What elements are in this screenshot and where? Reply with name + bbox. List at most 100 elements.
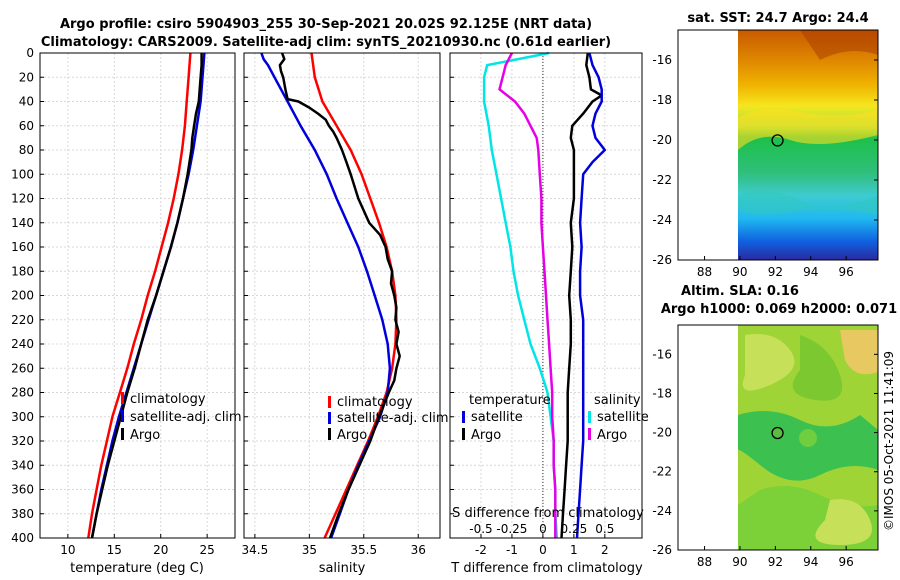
tick-label-depth: 220 (11, 313, 34, 327)
series-line-temperature-argo (560, 52, 603, 539)
sla-patch-3 (840, 330, 878, 375)
sla-patch-1 (742, 334, 795, 391)
sst-axes-frame (677, 29, 879, 261)
sst-color-field (738, 30, 878, 260)
legend-label-argo: Argo (337, 428, 367, 443)
tick-label-depth: 0 (26, 46, 34, 60)
difference-xlabel: T difference from climatology (450, 561, 643, 576)
sst-warm-patch (738, 109, 878, 150)
tick-label-x: 2 (601, 543, 609, 557)
difference-panel: -2 -1 0 1 2 T difference from climatology S … (449, 51, 649, 576)
map-tick-label-lat: -20 (652, 133, 672, 147)
tick-label-salinity-diff: 0 (539, 522, 547, 536)
legend-label-s-satellite: satellite (597, 410, 649, 425)
sla-field (738, 325, 878, 550)
tick-label-salinity-diff: -0.25 (496, 522, 527, 536)
tick-label-x: -1 (506, 543, 518, 557)
sst-map-panel: sat. SST: 24.7 Argo: 24.4 88 90 92 94 96 -26 -… (652, 11, 879, 279)
salinity-legend: climatology satellite-adj. clim Argo (328, 395, 449, 443)
tick-label-salinity-diff: 0.5 (595, 522, 614, 536)
sla-map-panel: Altim. SLA: 0.16 Argo h1000: 0.069 h2000… (652, 284, 897, 569)
legend-label-satellite: satellite-adj. clim (337, 411, 449, 426)
tick-label-depth: 140 (11, 216, 34, 230)
series-line-salinity-satellite (575, 52, 607, 539)
map-tick-label-lat: -18 (652, 93, 672, 107)
salinity-panel: 34.5 35 35.5 36 salinity climatology satell… (242, 52, 449, 576)
legend-swatch-climatology (121, 392, 124, 404)
legend-label-argo: Argo (130, 428, 160, 443)
difference-legend-right: salinity satellite Argo (588, 393, 649, 443)
map-tick-label-lon: 88 (697, 555, 712, 569)
sla-patch-5 (799, 429, 817, 447)
legend-label-temperature: temperature (469, 393, 551, 408)
tick-label-x: 1 (570, 543, 578, 557)
legend-label-t-argo: Argo (471, 428, 501, 443)
map-tick-label-lon: 92 (768, 265, 783, 279)
legend-swatch-climatology (328, 396, 331, 408)
map-tick-label-lat: -24 (652, 504, 672, 518)
map-tick-label-lat: -20 (652, 426, 672, 440)
tick-label-depth: 180 (11, 264, 34, 278)
tick-label-depth: 340 (11, 458, 34, 472)
legend-label-salinity: salinity (594, 393, 641, 408)
tick-label-x: 20 (153, 543, 168, 557)
map-tick-label-lon: 90 (732, 555, 747, 569)
sla-map-subtitle: Argo h1000: 0.069 h2000: 0.071 (661, 302, 897, 317)
sst-cool-patch (738, 191, 878, 215)
map-tick-label-lon: 90 (732, 265, 747, 279)
map-tick-label-lon: 92 (768, 555, 783, 569)
legend-swatch-s-satellite (588, 411, 591, 423)
tick-label-x: 0 (539, 543, 547, 557)
map-tick-label-lat: -16 (652, 53, 672, 67)
tick-label-x: 35 (302, 543, 317, 557)
map-tick-label-lon: 94 (803, 555, 818, 569)
figure-title-line-1: Argo profile: csiro 5904903_255 30-Sep-2… (60, 17, 592, 32)
tick-label-salinity-diff: -0.5 (469, 522, 492, 536)
legend-label-s-argo: Argo (597, 428, 627, 443)
map-tick-label-lat: -22 (652, 173, 672, 187)
salinity-xlabel: salinity (319, 561, 366, 576)
map-tick-label-lat: -26 (652, 253, 672, 267)
tick-label-depth: 120 (11, 192, 34, 206)
tick-label-depth: 400 (11, 531, 34, 545)
tick-label-depth: 360 (11, 483, 34, 497)
tick-label-depth: 160 (11, 240, 34, 254)
tick-label-x: 15 (107, 543, 122, 557)
tick-label-depth: 240 (11, 337, 34, 351)
temperature-panel: 0 20 40 60 80 100 120 140 160 180 200 220 240 260 280 3… (11, 46, 242, 576)
map-tick-label-lat: -16 (652, 347, 672, 361)
legend-swatch-argo (328, 428, 331, 440)
legend-label-climatology: climatology (130, 392, 206, 407)
tick-label-x: 34.5 (242, 543, 269, 557)
tick-label-x: 25 (200, 543, 215, 557)
map-tick-label-lon: 94 (803, 265, 818, 279)
legend-swatch-t-argo (462, 428, 465, 440)
sla-argo-position-marker (771, 426, 784, 440)
tick-label-depth: 380 (11, 507, 34, 521)
tick-label-depth: 300 (11, 410, 34, 424)
legend-label-climatology: climatology (337, 395, 413, 410)
difference-legend-left: temperature satellite Argo (462, 393, 551, 443)
tick-label-depth: 320 (11, 434, 34, 448)
sla-map-title: Altim. SLA: 0.16 (681, 284, 799, 299)
tick-label-depth: 260 (11, 361, 34, 375)
legend-swatch-argo (121, 428, 124, 440)
legend-swatch-t-satellite (462, 411, 465, 423)
legend-swatch-s-argo (588, 428, 591, 440)
sla-axes-frame (677, 324, 879, 551)
difference-xlabel-salinity: S difference from climatology (452, 506, 644, 521)
temperature-xlabel: temperature (deg C) (70, 561, 204, 576)
sla-patch-2 (792, 335, 843, 401)
series-line-climatology (87, 52, 192, 539)
tick-label-depth: 100 (11, 167, 34, 181)
tick-label-depth: 20 (19, 70, 34, 84)
tick-label-depth: 200 (11, 289, 34, 303)
tick-label-x: 10 (60, 543, 75, 557)
legend-swatch-satellite (121, 410, 124, 422)
series-line-argo (278, 52, 401, 539)
map-tick-label-lat: -18 (652, 386, 672, 400)
figure-title-line-2: Climatology: CARS2009. Satellite-adj cli… (41, 35, 611, 50)
legend-swatch-satellite (328, 412, 331, 424)
imos-credit: ©IMOS 05-Oct-2021 11:41:09 (882, 351, 896, 531)
